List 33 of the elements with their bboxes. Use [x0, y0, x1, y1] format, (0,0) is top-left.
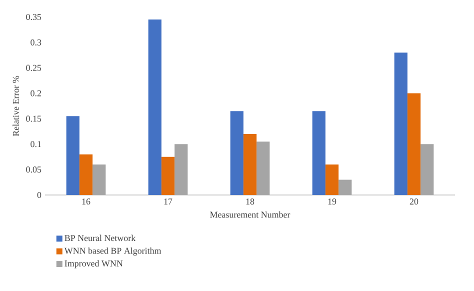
y-tick-label: 0.3 — [30, 39, 42, 46]
x-tick-label: 20 — [410, 198, 418, 205]
bar — [92, 164, 106, 195]
bar — [394, 52, 408, 195]
bar — [79, 154, 93, 195]
bar — [325, 164, 339, 195]
bar — [256, 142, 270, 195]
bar — [338, 180, 352, 195]
x-tick-label: 16 — [82, 198, 90, 205]
y-tick-label: 0.05 — [26, 166, 42, 173]
bar — [312, 111, 326, 195]
bar — [174, 144, 188, 195]
y-tick-label: 0.2 — [30, 90, 41, 96]
bar — [407, 93, 421, 195]
legend-label: Improved WNN — [64, 260, 123, 268]
x-axis-title: Measurement Number — [210, 211, 290, 218]
x-tick-label: 17 — [164, 198, 172, 204]
x-tick-label: 19 — [328, 198, 336, 205]
legend-label: WNN based BP Algorithm — [64, 247, 162, 256]
y-axis-title: Relative Error % — [12, 76, 19, 136]
bar — [161, 156, 175, 195]
bar — [230, 111, 244, 195]
x-tick-label: 18 — [246, 198, 254, 205]
bar — [148, 20, 162, 195]
legend-label: BP Neural Network — [64, 234, 136, 242]
y-tick-label: 0.25 — [26, 64, 42, 71]
bar — [420, 144, 434, 195]
y-tick-label: 0 — [37, 192, 42, 198]
bar — [66, 116, 80, 195]
y-tick-label: 0.35 — [26, 14, 42, 20]
y-tick-label: 0.15 — [26, 116, 42, 122]
y-tick-label: 0.1 — [30, 141, 41, 148]
bar — [243, 134, 257, 195]
